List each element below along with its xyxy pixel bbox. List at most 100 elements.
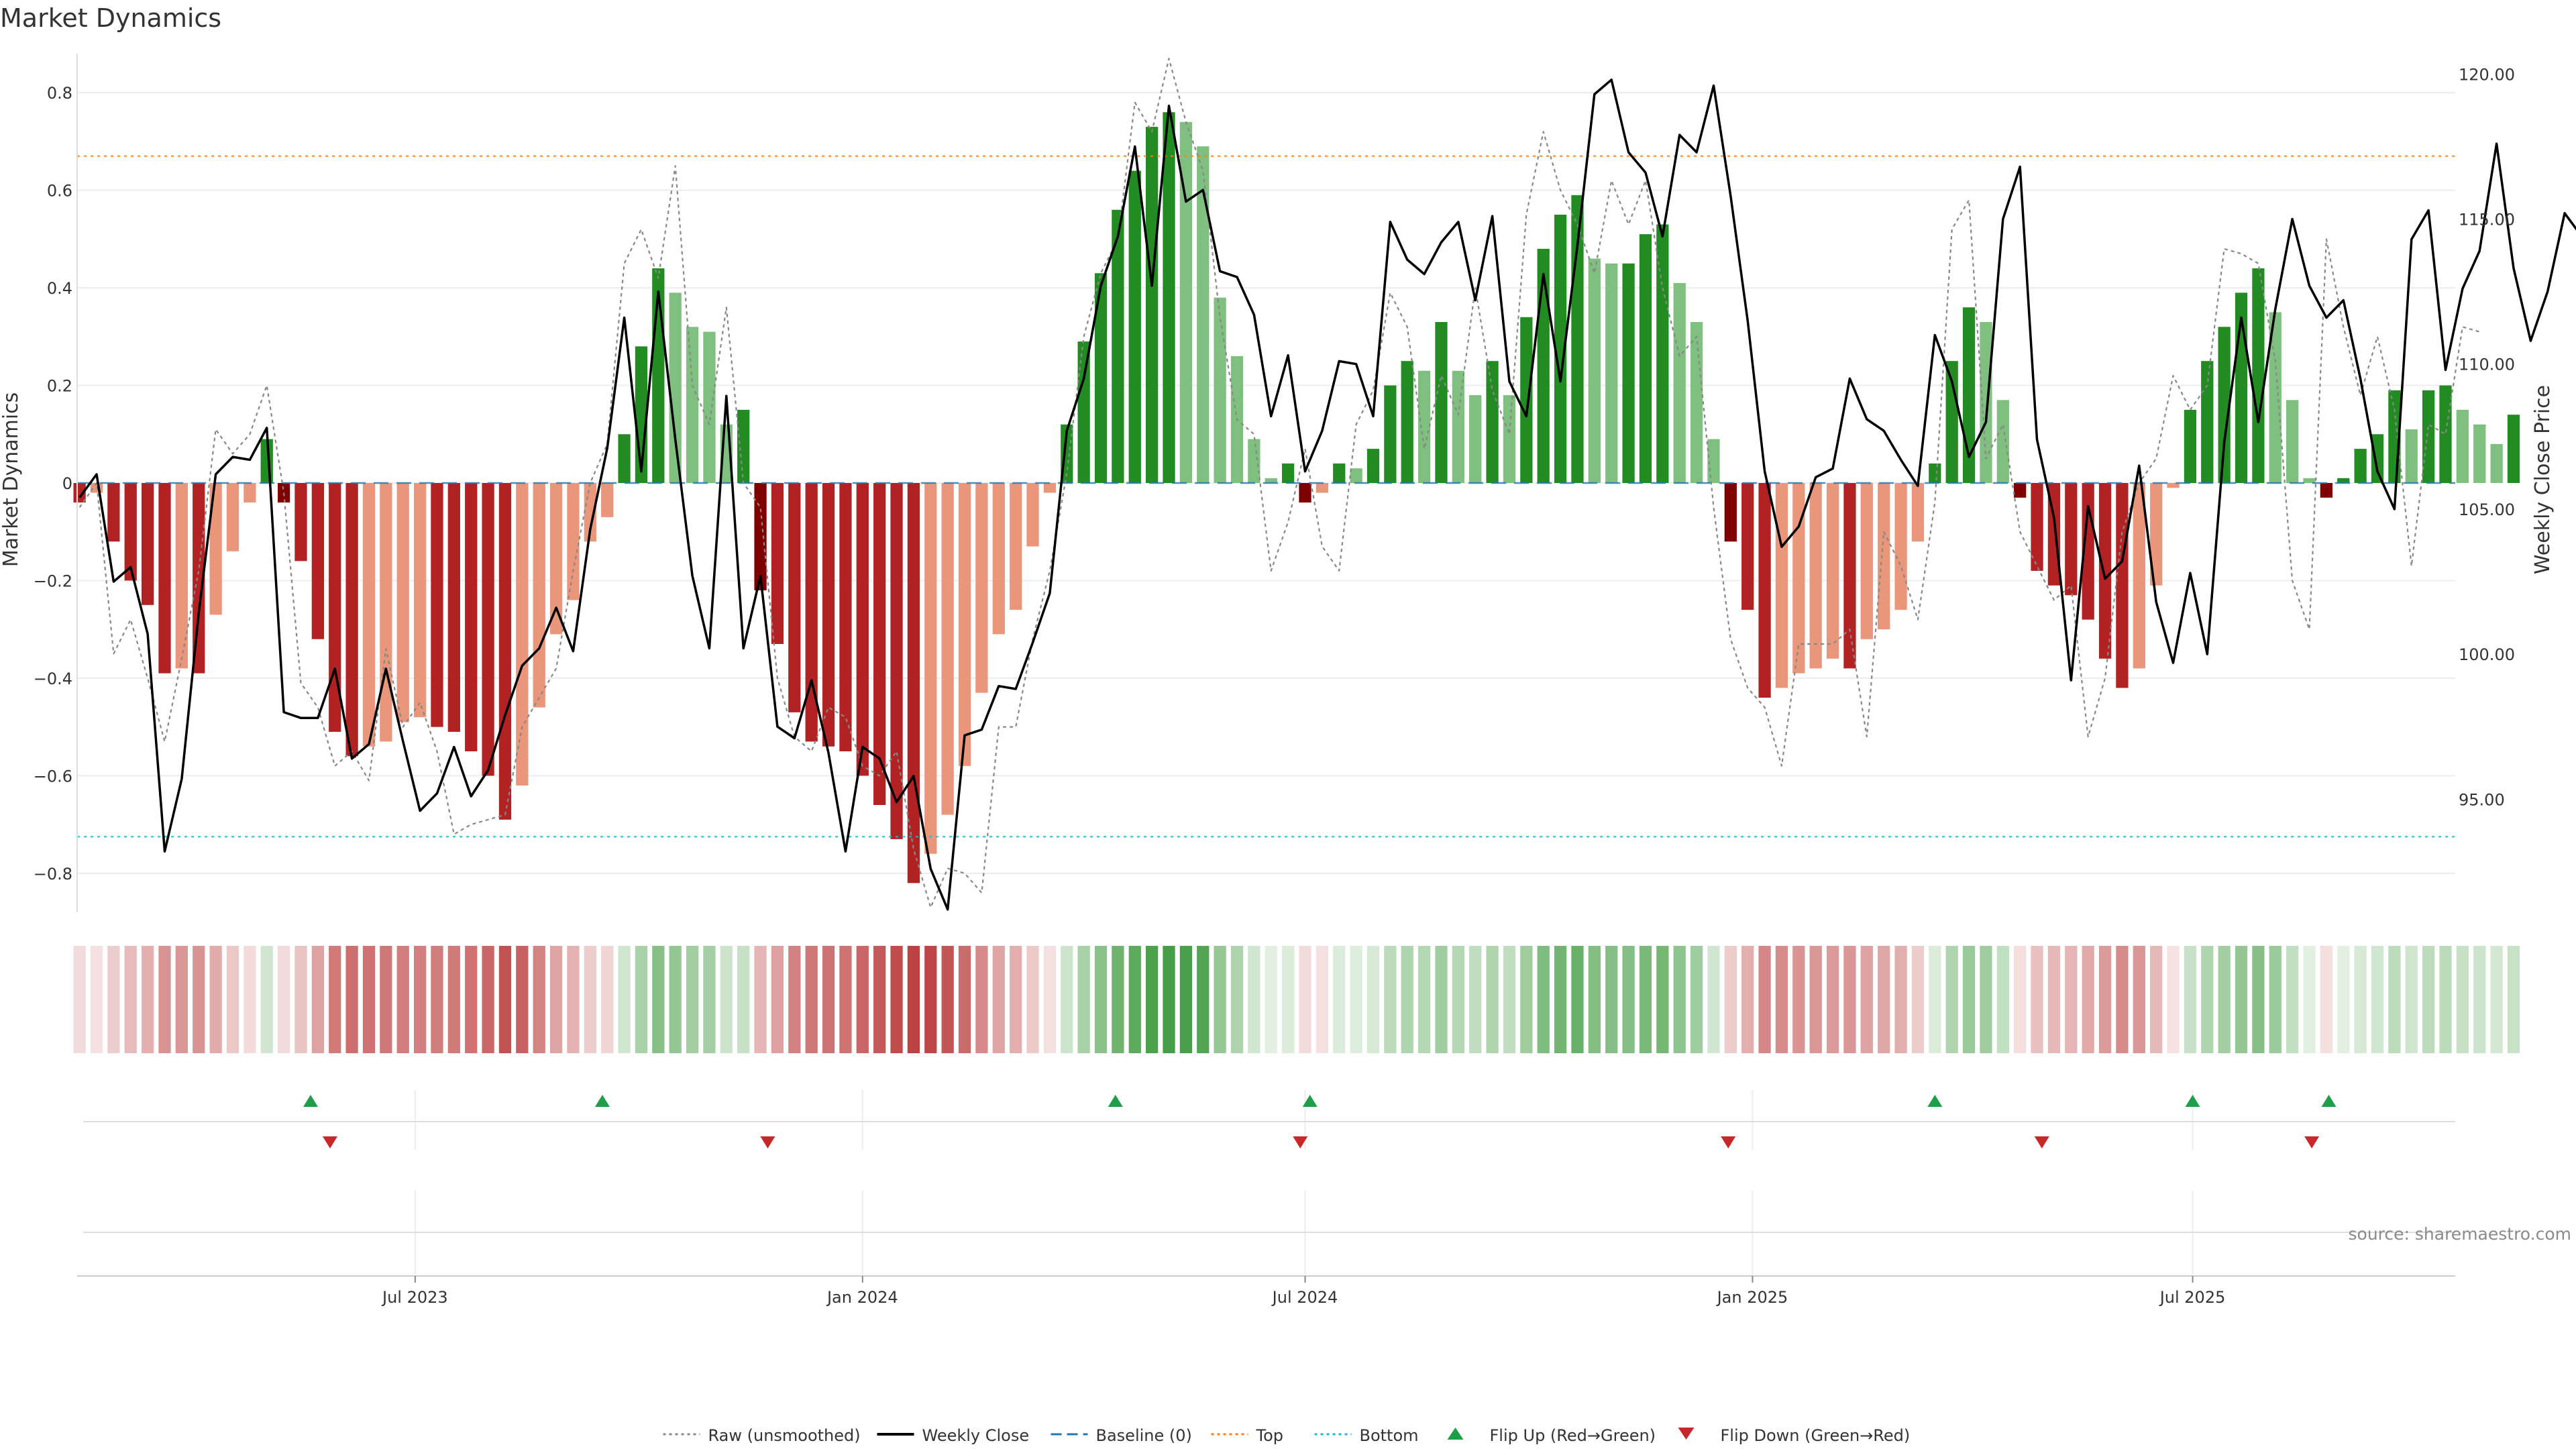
regime-cell [2184, 946, 2197, 1053]
dynamics-bar [413, 483, 427, 718]
dynamics-bar [1894, 483, 1907, 610]
dynamics-bar [2371, 434, 2384, 483]
flip-down-marker [2304, 1136, 2320, 1148]
dynamics-bar [2065, 483, 2078, 596]
dynamics-bar [1281, 463, 1295, 483]
y-tick-right: 100.00 [2459, 645, 2515, 664]
regime-cell [686, 946, 699, 1053]
regime-cell [2490, 946, 2503, 1053]
regime-cell [618, 946, 631, 1053]
dynamics-bar [1673, 282, 1686, 483]
dynamics-bar [1435, 322, 1448, 483]
regime-cell [396, 946, 409, 1053]
dynamics-bar [2014, 483, 2027, 498]
regime-cell [924, 946, 937, 1053]
regime-cell [193, 946, 205, 1053]
dynamics-bar [839, 483, 852, 751]
dynamics-bar [1112, 209, 1124, 483]
regime-cell [141, 946, 154, 1053]
regime-cell [533, 946, 545, 1053]
dynamics-bar [2252, 268, 2265, 483]
dynamics-bar [1639, 234, 1652, 483]
regime-cell [311, 946, 324, 1053]
dynamics-bar [329, 483, 341, 732]
y-tick-right: 95.00 [2459, 790, 2505, 809]
dynamics-bar [1128, 170, 1141, 483]
regime-cell [2371, 946, 2384, 1053]
dynamics-bar [1094, 273, 1108, 483]
regime-cell [2473, 946, 2486, 1053]
flip-up-marker [2185, 1095, 2200, 1107]
dynamics-bar [1588, 258, 1601, 483]
dynamics-bar [618, 434, 631, 483]
dynamics-bar [1043, 483, 1057, 493]
dynamics-bar [1622, 263, 1635, 483]
regime-cell [329, 946, 341, 1053]
regime-cell [2439, 946, 2452, 1053]
dynamics-bar [345, 483, 358, 757]
dynamics-bar [1486, 361, 1499, 483]
flip-down-marker [2034, 1136, 2049, 1148]
regime-cell [260, 946, 273, 1053]
regime-cell [754, 946, 767, 1053]
dynamics-bar [1878, 483, 1890, 630]
dynamics-bar [380, 483, 392, 742]
flip-up-marker [1927, 1095, 1943, 1107]
dynamics-bar [2473, 424, 2486, 483]
dynamics-bar [244, 483, 256, 503]
dynamics-bar [907, 483, 920, 883]
dynamics-bar [2405, 429, 2418, 483]
regime-cell [1656, 946, 1669, 1053]
dynamics-bar [2490, 443, 2503, 483]
flip-up-marker [1302, 1095, 1318, 1107]
regime-cell [549, 946, 563, 1053]
regime-cell [567, 946, 580, 1053]
regime-cell [1043, 946, 1057, 1053]
regime-cell [2422, 946, 2435, 1053]
regime-cell [1128, 946, 1141, 1053]
dynamics-bar [1452, 370, 1464, 483]
regime-cell [2116, 946, 2129, 1053]
legend-label: Baseline (0) [1096, 1426, 1192, 1445]
regime-cell [2286, 946, 2299, 1053]
dynamics-bar [2320, 483, 2333, 498]
regime-cell [1588, 946, 1601, 1053]
y-tick-left: 0.4 [47, 279, 72, 298]
dynamics-bar [1996, 400, 2009, 483]
regime-cell [124, 946, 137, 1053]
regime-cell [107, 946, 120, 1053]
dynamics-bar [1656, 224, 1669, 483]
regime-cell [1197, 946, 1210, 1053]
regime-cell [1401, 946, 1413, 1053]
regime-cell [175, 946, 188, 1053]
source-note: source: sharemaestro.com [2349, 1224, 2572, 1244]
dynamics-bar [533, 483, 545, 708]
dynamics-bar [975, 483, 988, 693]
dynamics-bar [2337, 478, 2350, 483]
regime-cell [1622, 946, 1635, 1053]
regime-cell [516, 946, 529, 1053]
dynamics-bar [1299, 483, 1311, 503]
legend-flip-up-icon [1447, 1428, 1464, 1440]
dynamics-bar [465, 483, 478, 751]
dynamics-bar [311, 483, 324, 639]
dynamics-bar [294, 483, 307, 561]
dynamics-bar [362, 483, 376, 747]
regime-cell [584, 946, 596, 1053]
y-axis-label-right: Weekly Close Price [2531, 385, 2555, 574]
dynamics-bar [1265, 478, 1277, 483]
dynamics-bar [771, 483, 784, 644]
flip-down-marker [760, 1136, 775, 1148]
dynamics-bar [516, 483, 529, 786]
regime-cell [1486, 946, 1499, 1053]
dynamics-bar [601, 483, 614, 517]
legend-label: Weekly Close [922, 1426, 1030, 1445]
regime-cell [1077, 946, 1090, 1053]
regime-cell [1860, 946, 1873, 1053]
regime-cell [294, 946, 307, 1053]
y-tick-left: 0.2 [47, 377, 72, 396]
dynamics-bar [2098, 483, 2112, 659]
regime-cell [703, 946, 716, 1053]
series-lines [78, 58, 2576, 911]
